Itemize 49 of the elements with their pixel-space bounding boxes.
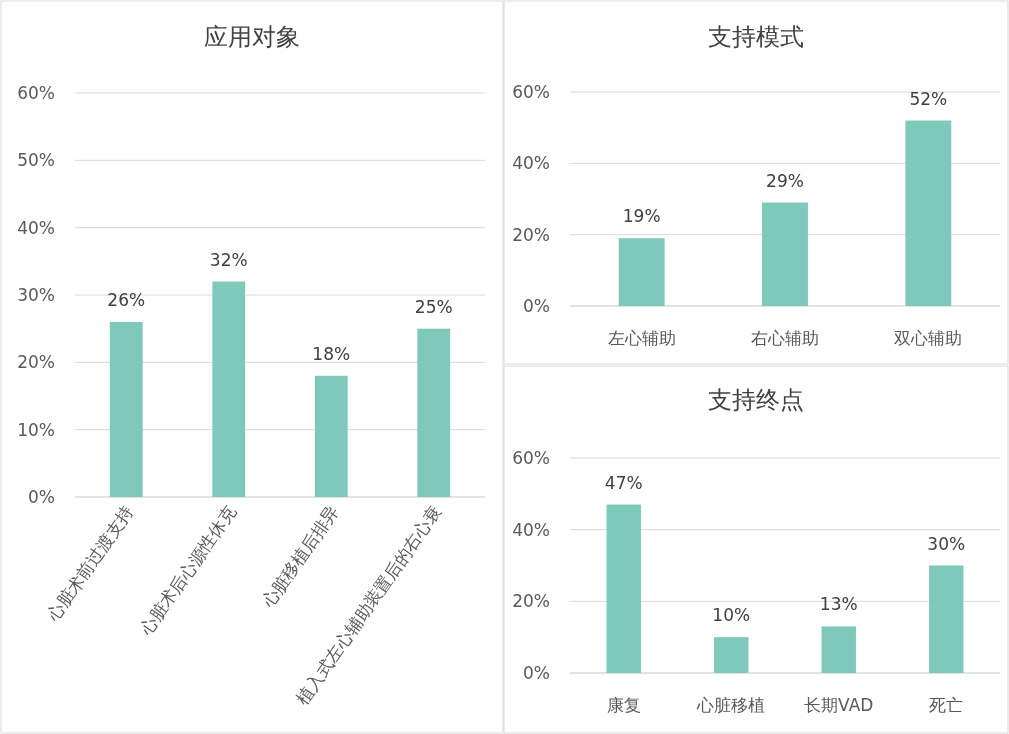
y-tick-label: 40%	[512, 519, 550, 540]
chart-title: 应用对象	[204, 23, 300, 51]
data-label: 47%	[604, 472, 643, 493]
bar	[212, 281, 246, 497]
data-label: 26%	[107, 289, 146, 310]
y-tick-label: 20%	[512, 224, 550, 245]
bar	[821, 626, 856, 673]
y-tick-label: 60%	[17, 83, 55, 103]
y-tick-label: 10%	[17, 419, 55, 440]
bar	[714, 637, 749, 673]
data-label: 29%	[766, 170, 804, 191]
data-label: 30%	[927, 533, 966, 554]
y-tick-label: 20%	[17, 352, 55, 373]
x-tick-label: 右心辅助	[751, 328, 819, 348]
x-tick-label: 左心辅助	[607, 328, 676, 348]
chart-title: 支持终点	[708, 386, 804, 414]
x-tick-label: 双心辅助	[894, 328, 963, 348]
y-tick-label: 40%	[512, 153, 550, 174]
data-label: 52%	[909, 88, 948, 109]
bar	[314, 375, 348, 497]
y-tick-label: 0%	[523, 296, 550, 316]
bar	[762, 202, 808, 306]
y-tick-label: 60%	[512, 82, 550, 102]
data-label: 32%	[209, 249, 248, 270]
x-tick-label: 心脏移植后排异	[257, 501, 343, 612]
y-tick-label: 20%	[512, 591, 550, 612]
data-label: 10%	[712, 605, 751, 626]
x-tick-label: 死亡	[929, 695, 964, 715]
bar	[929, 565, 964, 673]
data-label: 19%	[622, 206, 661, 227]
chart-title: 支持模式	[708, 23, 804, 51]
y-tick-label: 0%	[28, 487, 55, 507]
y-tick-label: 50%	[17, 150, 55, 171]
bar	[417, 328, 451, 497]
data-label: 13%	[819, 594, 858, 615]
bar	[109, 321, 143, 497]
bar	[618, 238, 665, 306]
y-tick-label: 40%	[17, 217, 55, 238]
y-tick-label: 0%	[523, 663, 550, 683]
bar	[606, 504, 641, 673]
x-tick-label: 心脏移植	[696, 695, 766, 715]
x-tick-label: 心脏术后心源性休克	[135, 501, 241, 640]
data-label: 25%	[414, 296, 453, 317]
y-tick-label: 60%	[512, 448, 550, 468]
x-tick-label: 康复	[606, 695, 641, 715]
bar	[905, 120, 952, 306]
x-tick-label: 长期VAD	[804, 695, 874, 715]
y-tick-label: 30%	[17, 285, 55, 305]
data-label: 18%	[312, 343, 351, 364]
